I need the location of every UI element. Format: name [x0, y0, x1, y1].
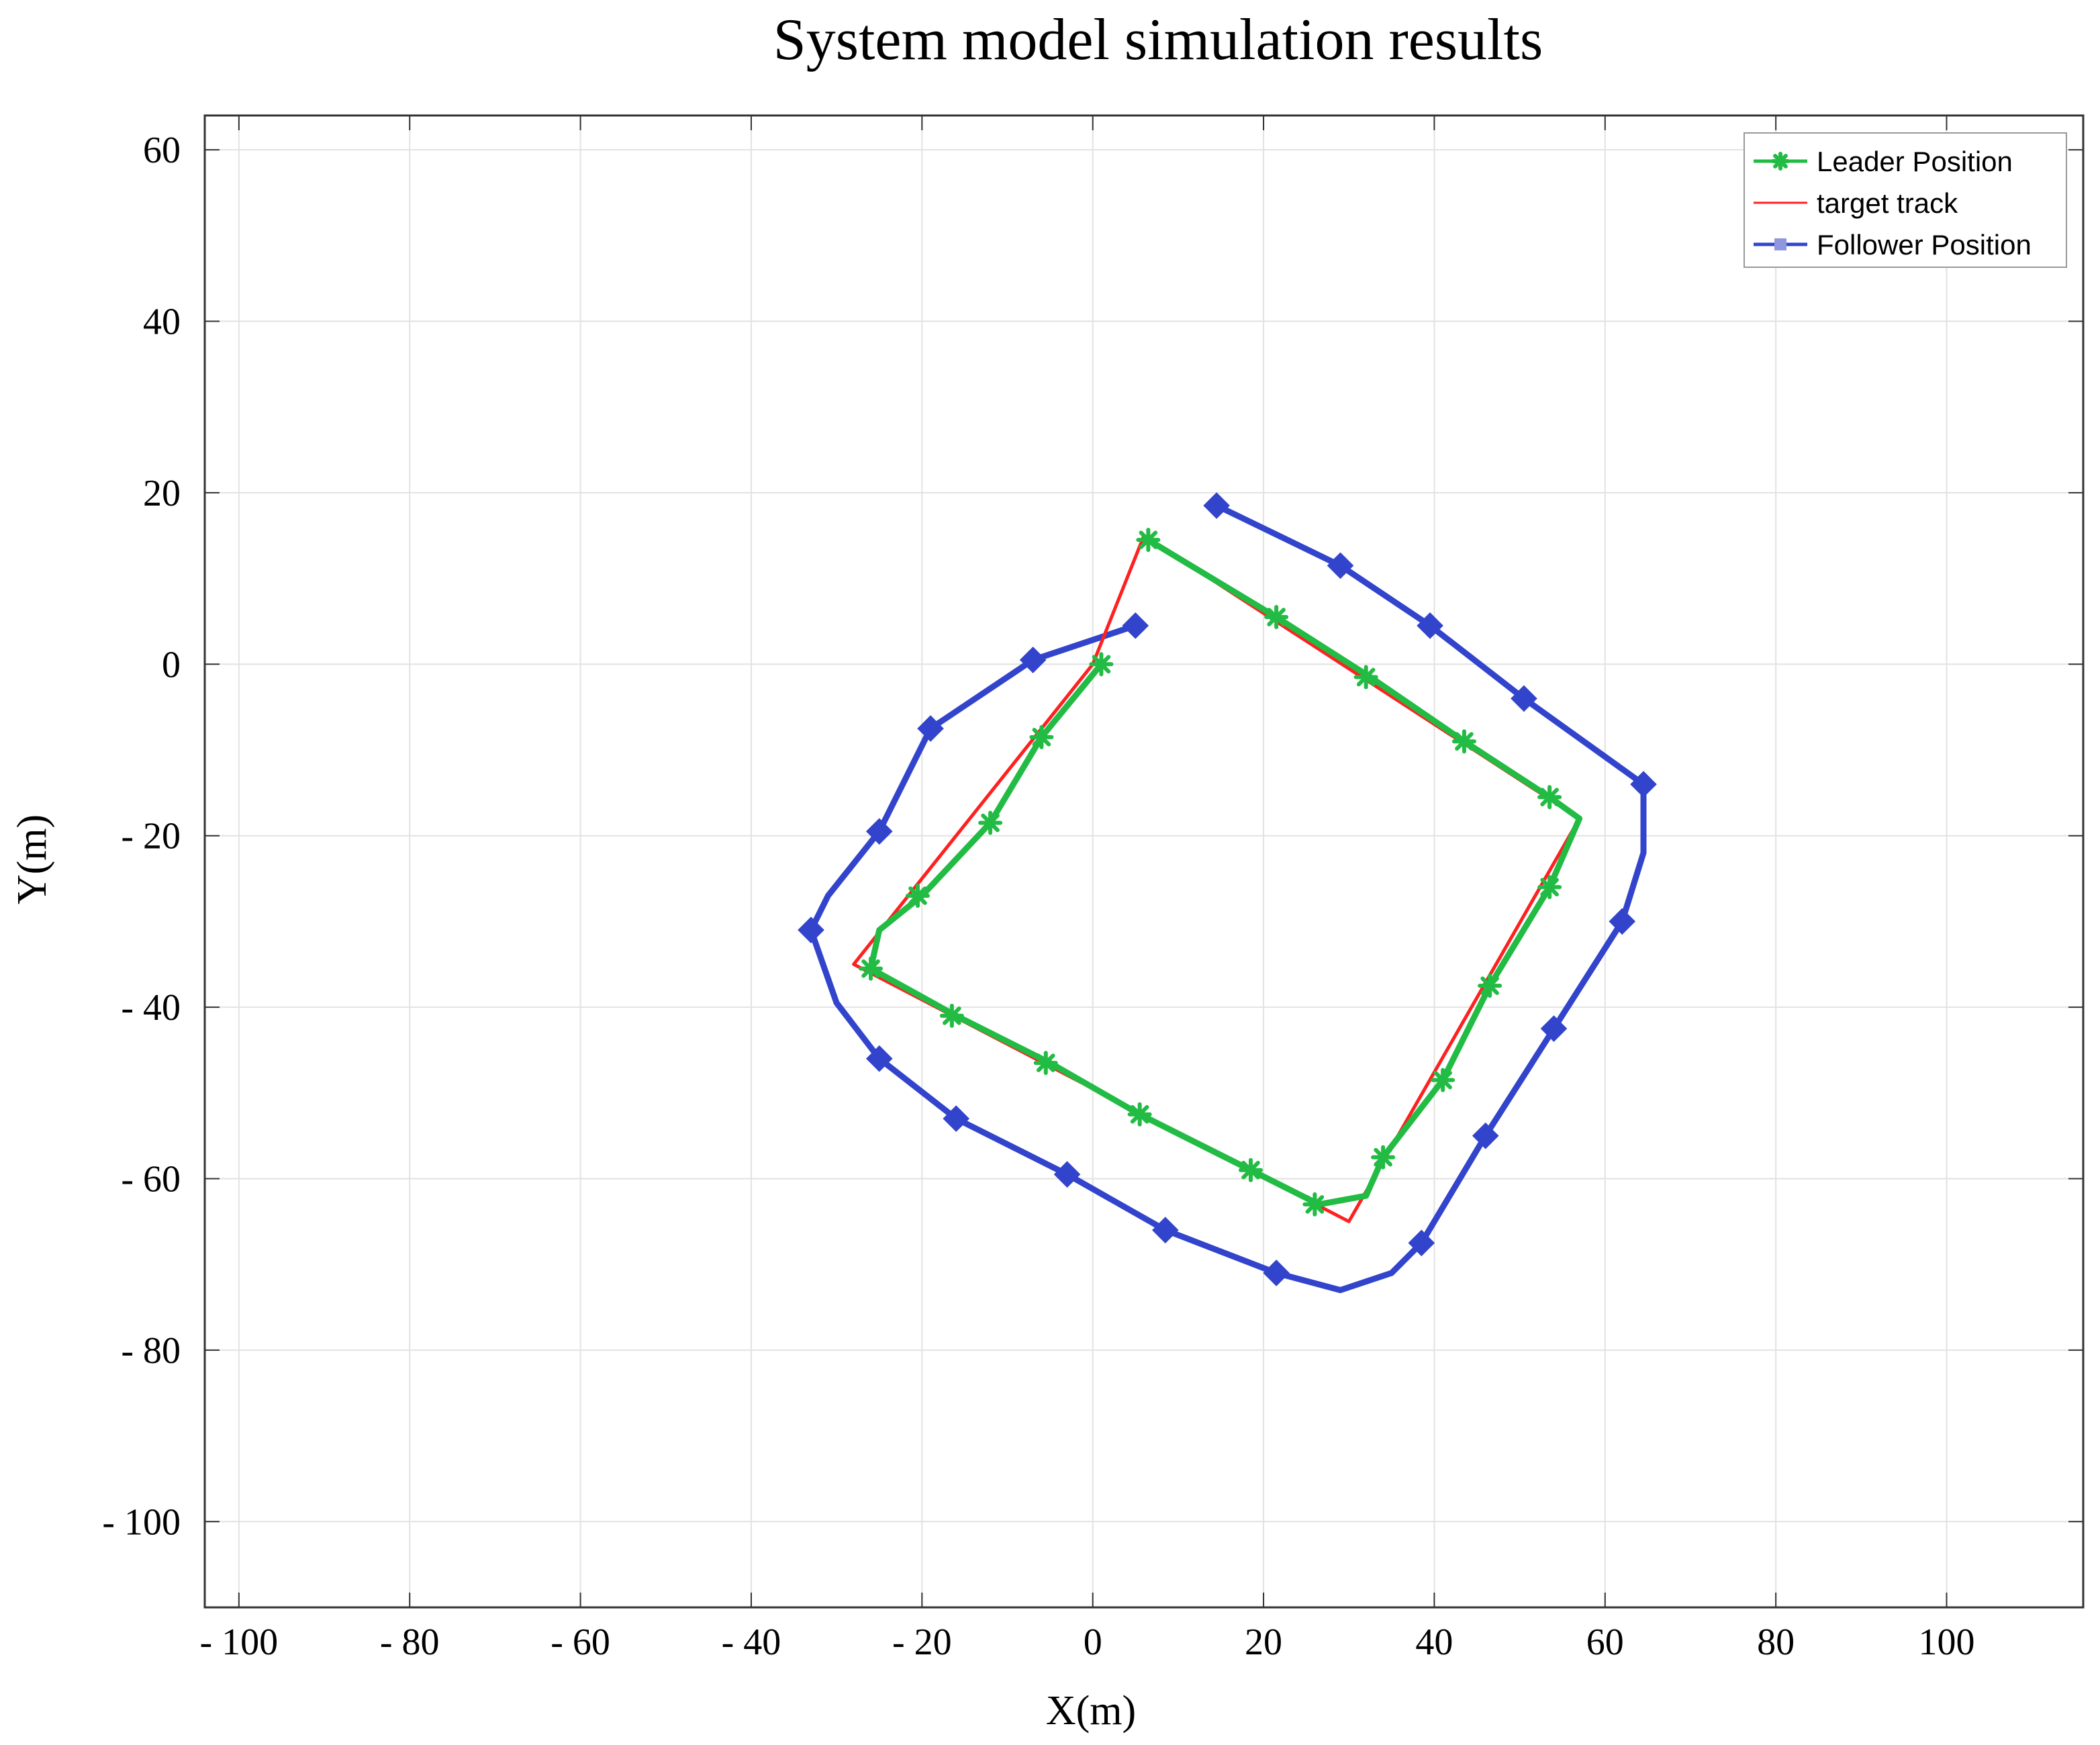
star-stroke [1092, 655, 1111, 674]
star-stroke [1305, 1195, 1325, 1214]
follower-position-marker [1472, 1122, 1499, 1149]
star-stroke [1036, 1053, 1055, 1072]
x-tick-label: - 100 [200, 1621, 279, 1663]
leader-position-marker [1136, 528, 1161, 553]
star-stroke [1130, 1104, 1149, 1124]
x-tick-label: 80 [1757, 1621, 1795, 1663]
tick-layer: - 100 - 80 - 60 - 40 - 20 0 20 40 60 80 100 60 40 20 0… [102, 115, 2083, 1663]
follower-position-marker [1630, 771, 1657, 798]
series-layer [798, 492, 1657, 1293]
x-tick-label: 60 [1586, 1621, 1624, 1663]
star-stroke [1540, 788, 1559, 807]
y-tick-label: 60 [143, 130, 181, 171]
x-tick-label: 40 [1415, 1621, 1453, 1663]
x-tick-label: 20 [1245, 1621, 1282, 1663]
plot-area-frame [203, 114, 2085, 1609]
legend-label-leader-position: Leader Position [1817, 146, 2013, 177]
legend-marker-leader-position [1771, 152, 1790, 171]
star-stroke [1032, 728, 1051, 747]
x-tick-label: - 60 [551, 1621, 610, 1663]
star-stroke [1540, 878, 1559, 897]
leader-position-marker [1371, 1145, 1396, 1170]
star-stroke [1267, 608, 1286, 626]
follower-position-marker [798, 916, 824, 943]
follower-position-marker [865, 1045, 893, 1072]
x-tick-label: - 40 [722, 1621, 781, 1663]
follower-position-marker [1263, 1260, 1290, 1286]
grid-layer [205, 115, 2083, 1607]
leader-position-marker [905, 884, 930, 908]
y-tick-label: 20 [143, 473, 181, 514]
star-stroke [1455, 732, 1474, 751]
follower-position-marker [1511, 685, 1537, 712]
x-tick-label: - 80 [380, 1621, 440, 1663]
star-stroke [1773, 154, 1788, 169]
leader-position-marker [1302, 1192, 1327, 1217]
leader-position-marker [1478, 974, 1502, 998]
x-tick-label: - 20 [892, 1621, 952, 1663]
follower-position-marker [1609, 908, 1636, 935]
leader-position-marker [1537, 785, 1562, 810]
follower-position-marker [1151, 1217, 1179, 1243]
leader-position-marker [1033, 1051, 1058, 1076]
target-track-line [852, 534, 1582, 1223]
legend-label-target-track: target track [1817, 187, 1958, 219]
follower-position-marker [1327, 552, 1354, 579]
leader-position-marker [1264, 605, 1289, 630]
legend-label-follower-position: Follower Position [1817, 229, 2032, 261]
follower-position-marker [1417, 612, 1443, 639]
y-tick-label: 40 [143, 301, 181, 342]
leader-position-line [867, 536, 1583, 1208]
y-tick-label: 0 [162, 644, 181, 686]
legend-marker-follower-position [1774, 238, 1786, 250]
follower-position-marker [1122, 612, 1149, 639]
y-tick-label: - 60 [121, 1158, 181, 1200]
leader-position-marker [1127, 1102, 1152, 1127]
leader-position-marker [859, 956, 884, 981]
follower-position-marker [865, 818, 893, 845]
leader-position-marker [1353, 665, 1378, 690]
legend-items: Leader Position target track Follower Posi… [1754, 146, 2032, 261]
star-stroke [1374, 1147, 1392, 1167]
follower-position-line [808, 502, 1647, 1293]
follower-position-marker [1408, 1229, 1435, 1257]
x-tick-label: 0 [1084, 1621, 1102, 1663]
x-axis-label: X(m) [1046, 1688, 1136, 1734]
star-stroke [1139, 530, 1158, 549]
star-stroke [1241, 1160, 1260, 1180]
y-tick-label: - 20 [121, 816, 181, 857]
y-tick-label: - 80 [121, 1330, 181, 1372]
leader-position-marker [939, 1003, 964, 1028]
follower-position-marker [943, 1105, 970, 1132]
y-tick-label: - 40 [121, 987, 181, 1029]
follower-position-marker [917, 715, 944, 742]
star-stroke [908, 886, 927, 905]
y-axis-label: Y(m) [9, 814, 55, 904]
follower-position-marker [1019, 647, 1047, 673]
star-stroke [943, 1006, 961, 1025]
x-tick-label: 100 [1919, 1621, 1975, 1663]
star-stroke [1356, 667, 1376, 687]
leader-position-marker [1537, 875, 1562, 900]
chart-title: System model simulation results [773, 7, 1543, 73]
star-stroke [1480, 976, 1499, 995]
star-stroke [981, 813, 1000, 833]
star-stroke [861, 959, 880, 978]
legend: Leader Position target track Follower Posi… [1744, 132, 2067, 268]
leader-position-marker [1089, 652, 1114, 677]
y-tick-label: - 100 [102, 1501, 181, 1543]
leader-position-marker [1029, 724, 1054, 749]
leader-position-marker [1451, 729, 1476, 754]
follower-position-marker [1053, 1161, 1081, 1188]
leader-position-marker [1431, 1068, 1455, 1092]
star-stroke [1433, 1070, 1452, 1090]
leader-position-marker [1238, 1158, 1263, 1182]
follower-position-marker [1203, 492, 1230, 519]
follower-position-marker [1540, 1015, 1568, 1042]
leader-position-marker [978, 810, 1003, 835]
